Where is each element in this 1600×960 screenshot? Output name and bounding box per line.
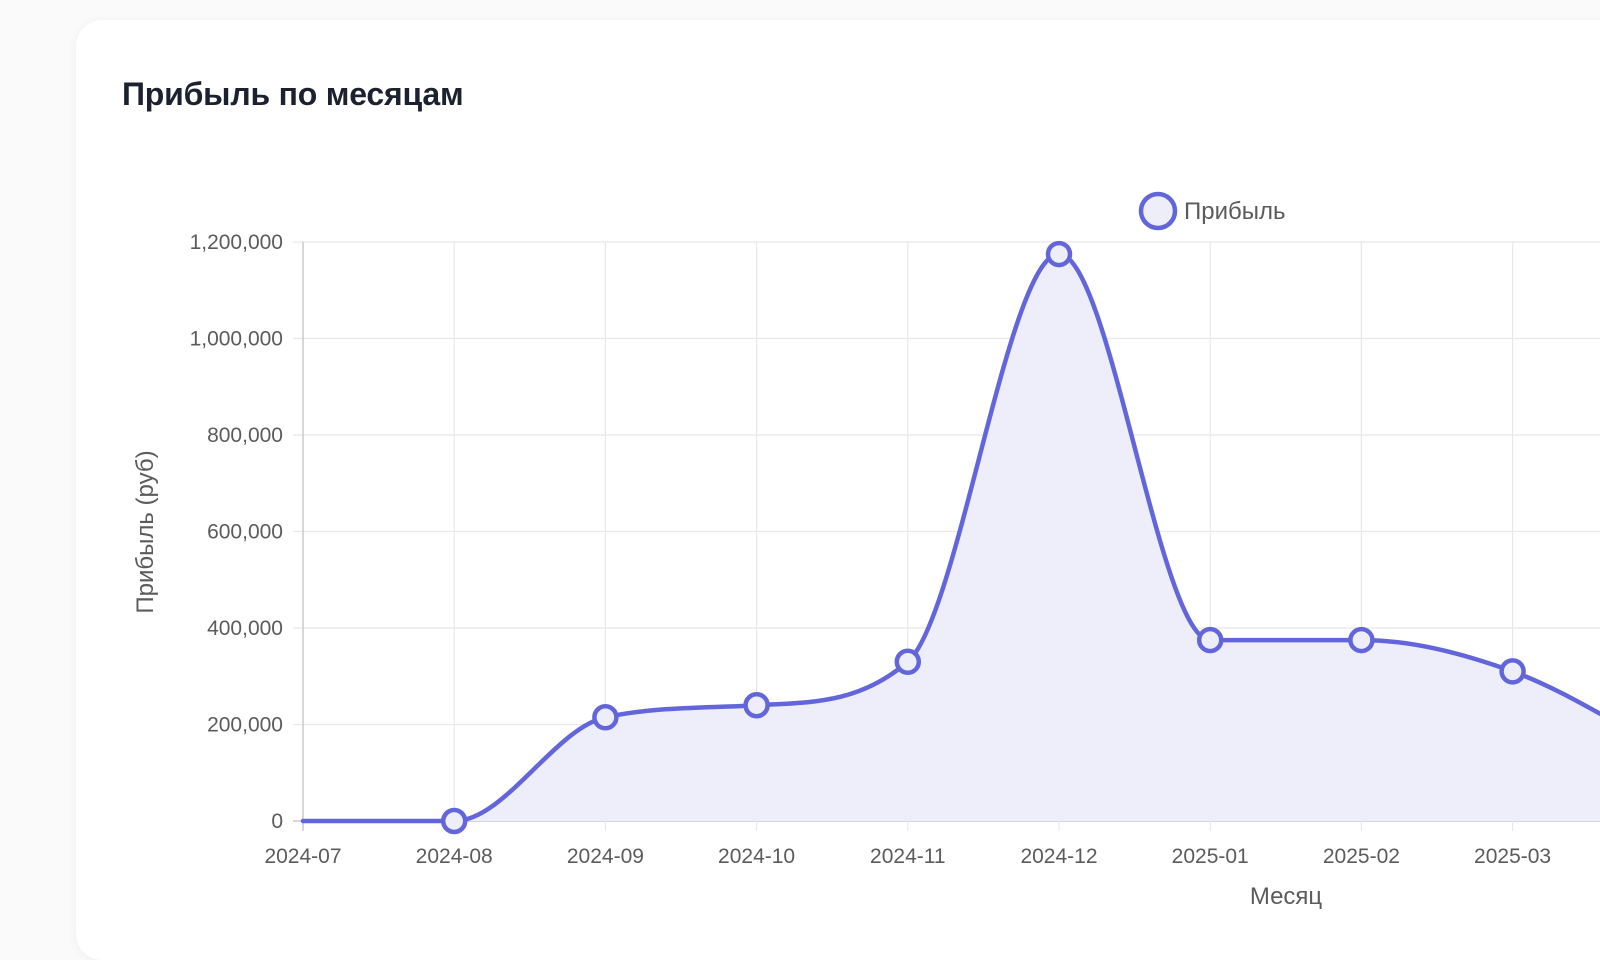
series-line — [300, 251, 1600, 824]
legend-marker — [1138, 191, 1178, 231]
data-point[interactable] — [1499, 658, 1526, 685]
profit-line-chart: 0 200,000 400,000 600,000 800,000 1,000,000 1,… — [132, 191, 1600, 910]
y-tick-label: 800,000 — [207, 424, 283, 447]
y-tick-label: 200,000 — [207, 714, 283, 737]
data-point[interactable] — [1045, 240, 1073, 268]
x-tick-label: 2025-02 — [1323, 845, 1400, 868]
x-tick-label: 2024-09 — [567, 845, 644, 868]
y-ticks: 0 200,000 400,000 600,000 800,000 1,000,000 1,… — [190, 231, 283, 833]
data-point[interactable] — [592, 704, 619, 731]
y-tick-label: 600,000 — [207, 521, 283, 544]
area-fill — [303, 254, 1600, 822]
y-tick-label: 400,000 — [207, 617, 283, 640]
x-tick-label: 2025-01 — [1172, 845, 1249, 868]
points — [440, 240, 1526, 835]
x-tick-label: 2024-10 — [718, 845, 795, 868]
y-axis-title: Прибыль (руб) — [132, 450, 159, 613]
x-tick-label: 2024-08 — [416, 845, 493, 868]
x-ticks: 2024-07 2024-08 2024-09 2024-10 2024-11 2024-… — [264, 845, 1551, 868]
area-path — [303, 254, 1600, 822]
legend[interactable]: Прибыль — [1138, 191, 1286, 231]
data-point[interactable] — [743, 691, 770, 719]
x-tick-label: 2024-07 — [264, 845, 341, 868]
x-tick-label: 2024-11 — [870, 845, 946, 868]
x-tick-label: 2024-12 — [1020, 845, 1097, 868]
x-axis-title: Месяц — [1250, 883, 1323, 910]
y-tick-label: 0 — [271, 810, 283, 833]
legend-label: Прибыль — [1184, 198, 1286, 225]
card-title: Прибыль по месяцам — [122, 76, 464, 112]
data-point[interactable] — [440, 807, 468, 835]
y-tick-label: 1,000,000 — [190, 328, 283, 351]
data-point[interactable] — [894, 648, 922, 676]
data-point[interactable] — [1196, 626, 1224, 654]
data-point[interactable] — [1348, 626, 1375, 654]
x-tick-label: 2025-03 — [1474, 845, 1551, 868]
y-tick-label: 1,200,000 — [190, 231, 283, 254]
line-series — [300, 251, 1600, 824]
